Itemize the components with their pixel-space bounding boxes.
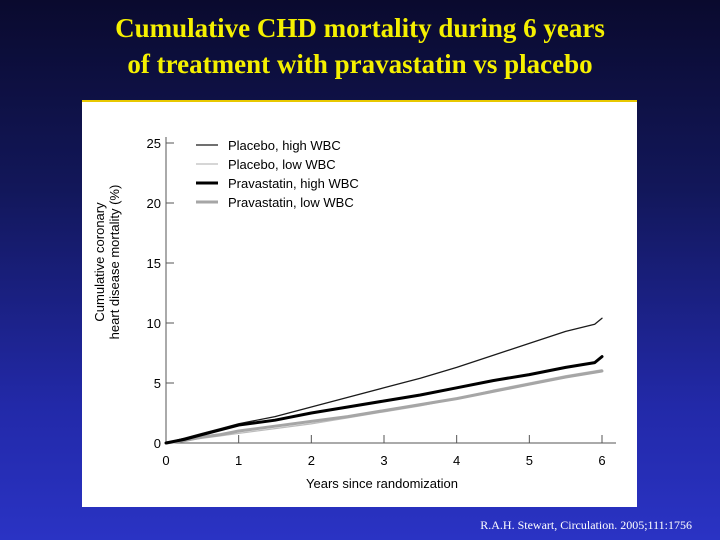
x-axis-label: Years since randomization — [306, 476, 458, 491]
x-tick-label: 5 — [526, 453, 533, 468]
chart-panel: 0 5 10 15 20 25 0 1 2 3 4 5 6 Placebo, high WBC Place… — [82, 100, 637, 507]
slide-title-line-1: Cumulative CHD mortality during 6 years — [115, 13, 605, 43]
chart-legend: Placebo, high WBC Placebo, low WBC Pravast… — [196, 138, 359, 210]
x-tick-label: 6 — [598, 453, 605, 468]
citation: R.A.H. Stewart, Circulation. 2005;111:17… — [480, 518, 692, 532]
slide-title: Cumulative CHD mortality during 6 years … — [0, 10, 720, 82]
legend-label: Placebo, low WBC — [228, 157, 336, 172]
y-axis-label-line-2: heart disease mortality (%) — [107, 185, 122, 340]
y-axis-label-line-1: Cumulative coronary — [92, 202, 107, 322]
x-tick-label: 1 — [235, 453, 242, 468]
y-tick-label: 10 — [147, 316, 161, 331]
chart-series-layer — [164, 317, 604, 445]
x-tick-label: 4 — [453, 453, 460, 468]
y-tick-label: 20 — [147, 196, 161, 211]
series-line-pravastatin-low-wbc — [164, 369, 604, 445]
series-line-pravastatin-high-wbc — [164, 355, 604, 445]
x-tick-label: 0 — [162, 453, 169, 468]
chart-axes: 0 5 10 15 20 25 0 1 2 3 4 5 6 — [147, 136, 616, 468]
x-tick-label: 2 — [308, 453, 315, 468]
legend-label: Pravastatin, low WBC — [228, 195, 354, 210]
legend-label: Pravastatin, high WBC — [228, 176, 359, 191]
y-tick-label: 15 — [147, 256, 161, 271]
y-tick-label: 0 — [154, 436, 161, 451]
y-tick-label: 5 — [154, 376, 161, 391]
x-tick-label: 3 — [380, 453, 387, 468]
legend-label: Placebo, high WBC — [228, 138, 341, 153]
slide-title-line-2: of treatment with pravastatin vs placebo — [127, 49, 593, 79]
y-tick-label: 25 — [147, 136, 161, 151]
series-line-placebo-high-wbc — [165, 317, 603, 444]
